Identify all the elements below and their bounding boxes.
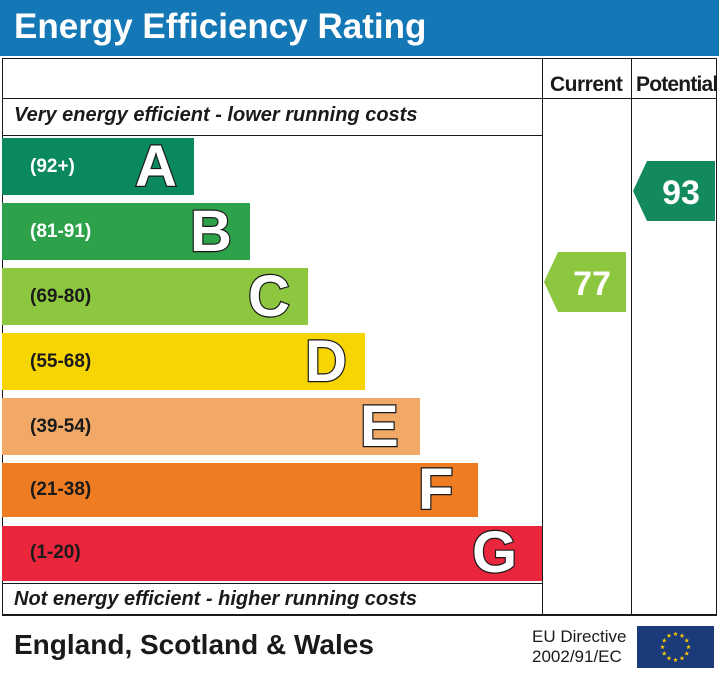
svg-text:93: 93 (662, 174, 700, 212)
svg-text:77: 77 (573, 265, 611, 303)
